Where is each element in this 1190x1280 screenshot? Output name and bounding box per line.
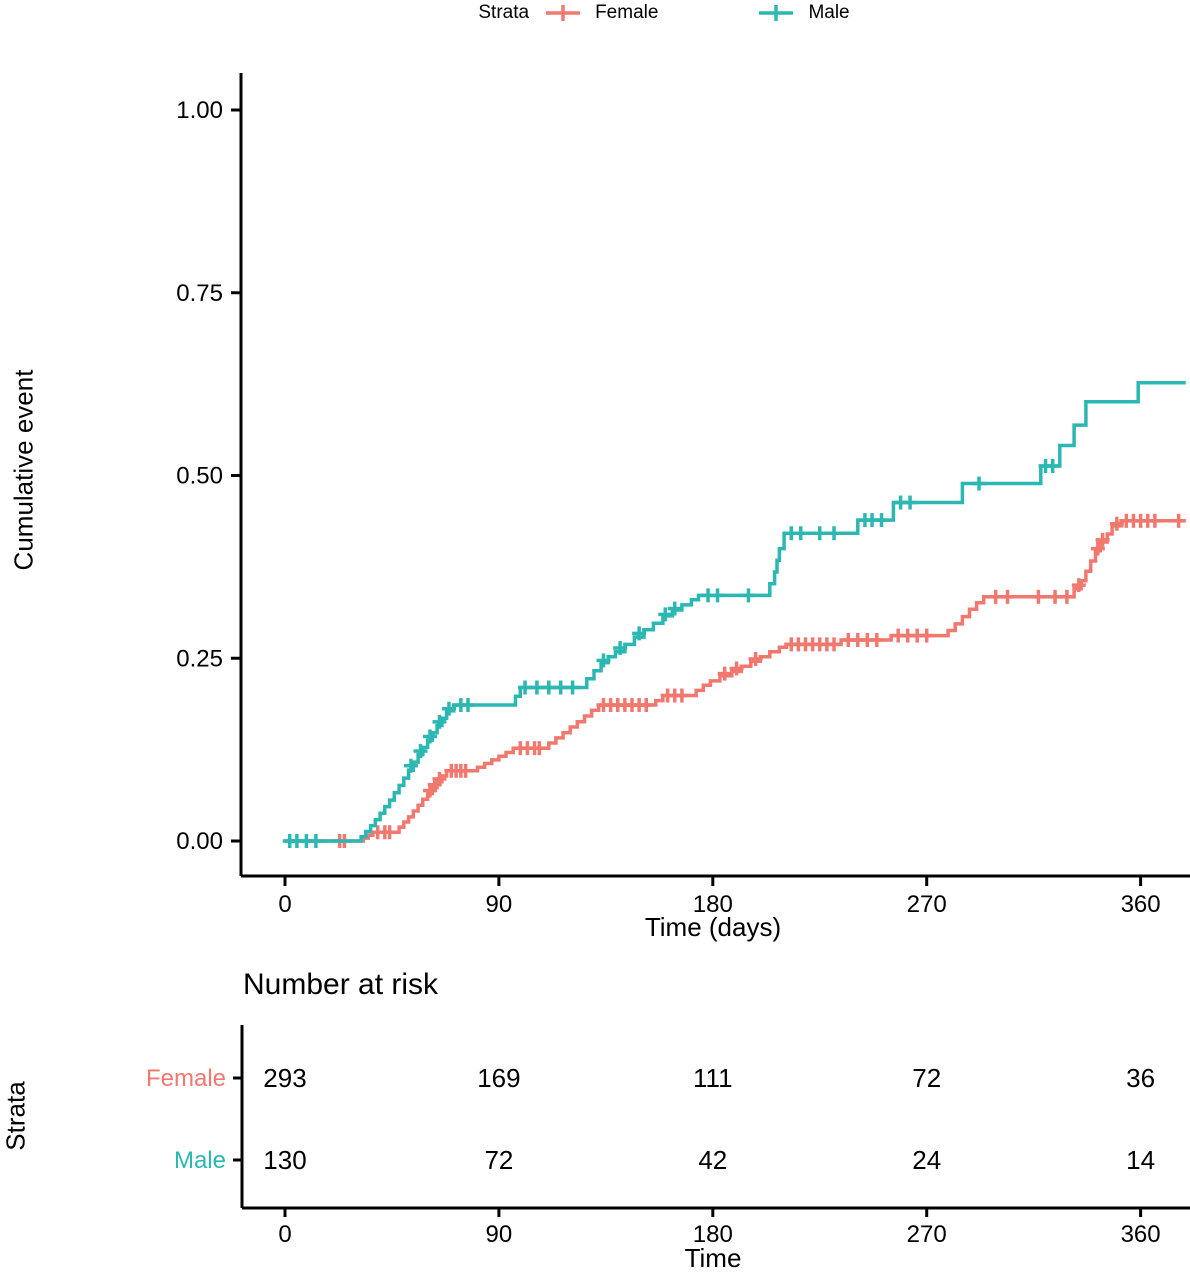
legend-title: Strata: [478, 2, 530, 23]
x-tick-label: 90: [486, 891, 513, 918]
x-tick-label: 180: [693, 891, 733, 918]
risk-row-label: Female: [146, 1065, 226, 1092]
risk-table-x-axis-title: Time: [684, 1243, 742, 1273]
female-curve: [285, 519, 1186, 843]
legend-item-female: Female: [545, 2, 658, 24]
risk-count: 130: [263, 1145, 306, 1175]
legend-label-female: Female: [595, 2, 659, 23]
legend-key-male-icon: [759, 5, 794, 21]
risk-count: 111: [693, 1063, 733, 1093]
male-curve: [285, 380, 1186, 843]
risk-count: 14: [1126, 1145, 1155, 1175]
risk-count: 42: [698, 1145, 727, 1175]
risk-count: 36: [1126, 1063, 1155, 1093]
legend-item-male: Male: [758, 2, 850, 24]
risk-count: 293: [263, 1063, 306, 1093]
risk-count: 24: [912, 1145, 941, 1175]
legend: Strata Female Male: [75, 2, 1190, 24]
risk-table-title: Number at risk: [243, 968, 439, 1001]
x-tick-label: 0: [278, 891, 291, 918]
risk-x-tick-label: 180: [693, 1221, 733, 1248]
y-tick-label: 1.00: [176, 97, 223, 124]
risk-x-tick-label: 270: [907, 1221, 947, 1248]
risk-x-tick-label: 0: [278, 1221, 291, 1248]
x-tick-label: 360: [1121, 891, 1161, 918]
risk-table-y-axis-title: Strata: [0, 1081, 31, 1151]
main-axes: 0.00 0.25 0.50 0.75 1.00 0 90 180 270 360: [176, 73, 1190, 918]
y-tick-label: 0.00: [176, 828, 223, 855]
risk-x-tick-label: 360: [1121, 1221, 1161, 1248]
legend-label-male: Male: [808, 2, 850, 23]
male-series: [282, 380, 1186, 848]
risk-count: 72: [912, 1063, 941, 1093]
x-axis-title: Time (days): [644, 912, 782, 942]
female-series: [285, 513, 1186, 848]
risk-table: Female 293 169 111 72 36 Male 130 72 42 24 14 0 90 180…: [146, 1025, 1190, 1248]
risk-count: 72: [484, 1145, 513, 1175]
risk-row-label: Male: [174, 1147, 226, 1174]
legend-key-female-icon: [546, 5, 581, 21]
risk-x-tick-label: 90: [486, 1221, 513, 1248]
y-tick-label: 0.50: [176, 463, 223, 490]
y-tick-label: 0.75: [176, 280, 223, 307]
y-tick-label: 0.25: [176, 645, 223, 672]
risk-count: 169: [477, 1063, 520, 1093]
x-tick-label: 270: [907, 891, 947, 918]
